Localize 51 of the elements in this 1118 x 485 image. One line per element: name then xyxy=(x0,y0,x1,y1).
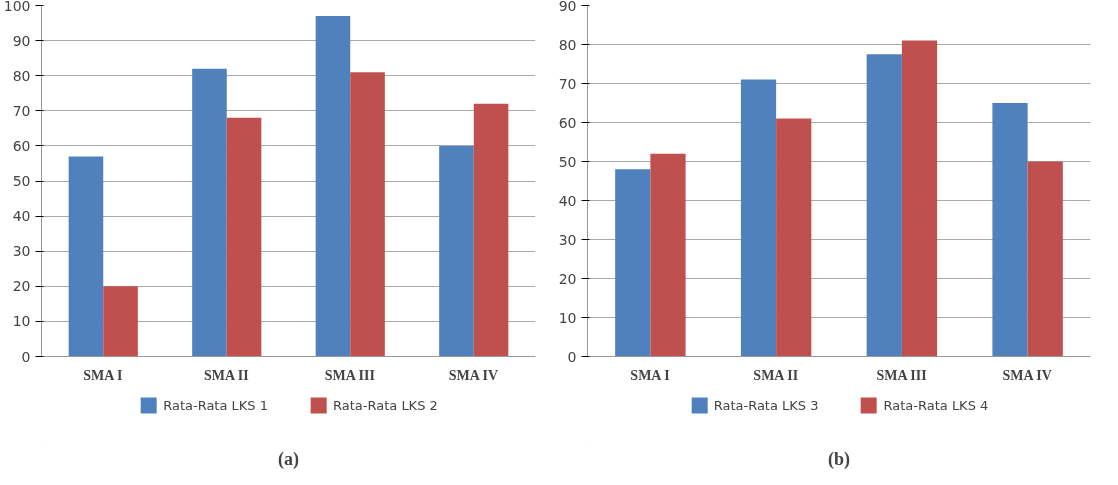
y-tick-label: 10 xyxy=(12,313,31,330)
y-tick-label: 20 xyxy=(12,278,31,295)
x-tick-label: SMA I xyxy=(83,367,123,383)
x-tick-label: SMA I xyxy=(630,367,670,383)
y-tick-label: 30 xyxy=(558,231,577,248)
y-tick-label: 80 xyxy=(12,67,31,84)
y-tick-label: 90 xyxy=(12,32,31,49)
bar xyxy=(68,156,104,357)
bar xyxy=(226,117,262,357)
bar xyxy=(992,103,1028,357)
bar xyxy=(866,54,902,357)
bar xyxy=(901,40,938,357)
text: (a) xyxy=(278,448,300,470)
y-tick-label: 90 xyxy=(558,0,577,14)
x-tick-label: SMA IV xyxy=(448,367,499,383)
x-tick-label: SMA III xyxy=(876,367,927,383)
legend-label: Rata-Rata LKS 1 xyxy=(163,397,268,413)
bar xyxy=(776,118,812,357)
y-tick-label: 50 xyxy=(12,173,31,189)
y-tick-label: 50 xyxy=(558,153,577,170)
y-tick-label: 0 xyxy=(21,348,31,365)
bar xyxy=(650,153,686,357)
y-tick-label: 0 xyxy=(567,348,577,365)
x-tick-label: SMA III xyxy=(324,367,375,383)
y-tick-label: 20 xyxy=(558,270,577,287)
bar xyxy=(350,72,385,357)
bar xyxy=(192,68,227,357)
bar xyxy=(103,286,138,357)
y-tick-label: 30 xyxy=(12,243,31,260)
y-tick-label: 40 xyxy=(12,208,31,225)
y-tick-label: 100 xyxy=(3,0,31,14)
y-tick-label: 10 xyxy=(558,309,577,326)
x-tick-label: SMA II xyxy=(753,367,799,383)
x-tick-label: SMA IV xyxy=(1002,367,1052,383)
bar xyxy=(439,145,474,357)
bar xyxy=(1027,161,1063,357)
legend-label: Rata-Rata LKS 4 xyxy=(883,397,989,413)
legend-label: Rata-Rata LKS 2 xyxy=(333,397,438,413)
bar xyxy=(473,103,509,357)
y-tick-label: 80 xyxy=(558,36,577,53)
y-tick-label: 60 xyxy=(558,114,577,131)
bar xyxy=(740,79,777,357)
text: (b) xyxy=(828,448,851,470)
bar xyxy=(315,16,351,357)
y-tick-label: 40 xyxy=(558,192,577,209)
y-tick-label: 70 xyxy=(12,102,31,119)
x-tick-label: SMA II xyxy=(204,367,249,383)
y-tick-label: 70 xyxy=(558,75,577,92)
legend-label: Rata-Rata LKS 3 xyxy=(713,397,819,413)
y-tick-label: 60 xyxy=(12,137,31,154)
bar xyxy=(615,169,651,357)
